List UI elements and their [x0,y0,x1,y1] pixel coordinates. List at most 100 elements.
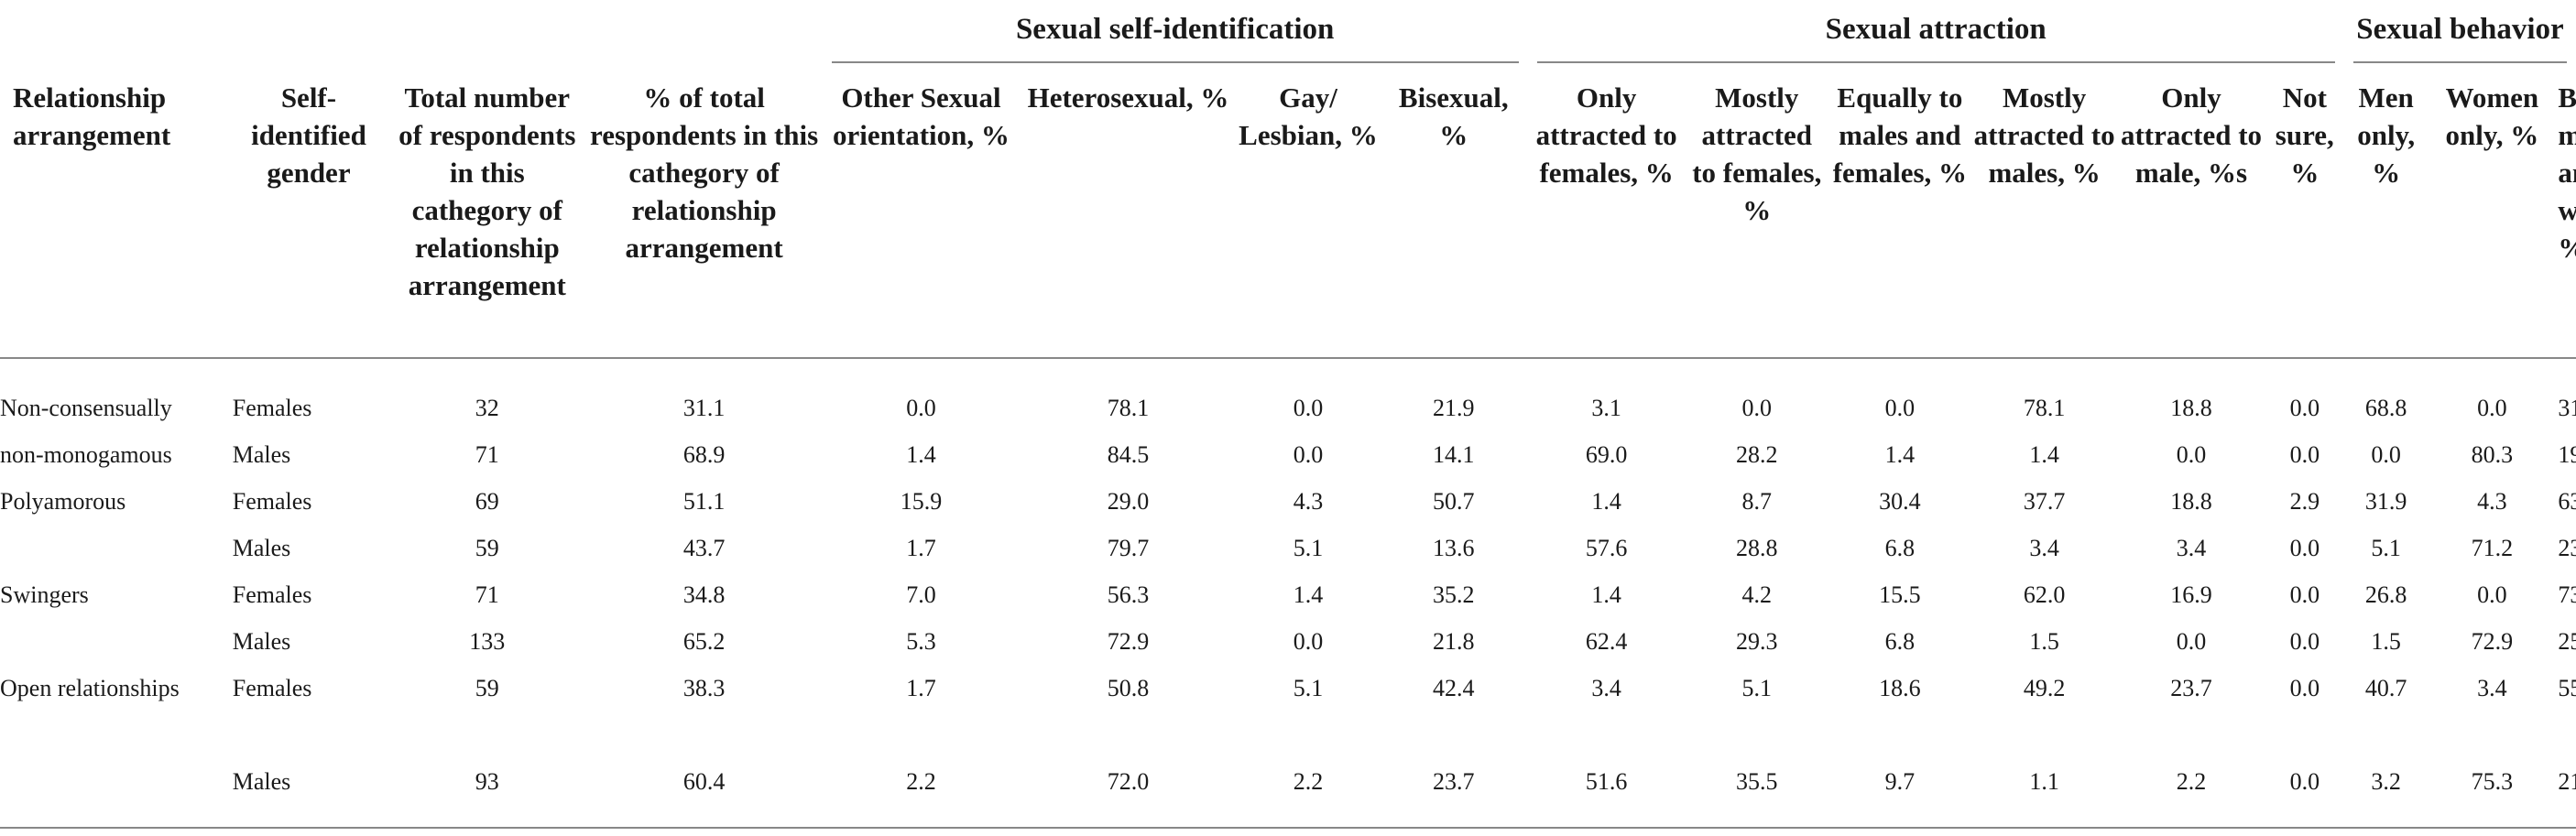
cell-value: 0.0 [1293,627,1324,655]
cell-value: 1.4 [906,440,936,468]
col-mostly-females: Mostly attracted to females, % [1685,73,1828,359]
cell-value: 8.7 [1741,487,1773,515]
cell-value: 71.2 [2471,534,2514,561]
cell-value: 7.0 [906,581,936,608]
cell-value: 25.6 [2558,627,2576,655]
cell-value: 21.8 [1433,627,1475,655]
cell-value: 1.1 [1970,758,2118,829]
cell-value: 93 [388,758,586,829]
cell-value: 0.0 [1741,394,1773,421]
cell-value: 55.9 [2558,675,2576,701]
cell-value: 3.4 [2176,534,2207,561]
cell-value: 60.4 [585,758,823,829]
cell-value: 1.4 [1591,581,1621,608]
cell-value: 63.8 [2558,487,2576,515]
col-other-orientation: Other Sexual orientation, % [822,73,1021,359]
cell-arrangement [0,525,229,571]
col-relationship-arrangement: Relationship arrangement [0,73,229,359]
cell-value: 78.1 [1107,394,1150,421]
cell-value: 21.5 [2556,758,2576,829]
cell-value: 84.5 [1107,440,1150,468]
cell-value: 0.0 [2289,675,2320,701]
col-men-only: Men only, % [2343,73,2429,359]
cell-arrangement [0,758,229,829]
cell-value: 69.0 [1585,440,1628,468]
cell-value: 30.4 [1879,487,1921,515]
cell-value: 79.7 [1107,534,1150,561]
col-mostly-males: Mostly attracted to males, % [1970,73,2118,359]
col-women-only: Women only, % [2428,73,2557,359]
table-row: Polyamorous Females 69 51.1 15.9 29.0 4.3 50.7 1… [0,478,2576,525]
cell-value: 31.1 [682,394,726,421]
cell-value: 15.5 [1879,581,1921,608]
cell-arrangement: Open relationships [0,675,180,701]
cell-value: 0.0 [2371,440,2401,468]
cell-value: 59 [475,534,499,561]
column-header-row: Relationship arrangement Self-identified… [0,73,2576,359]
cell-value: 0.0 [2477,581,2507,608]
cell-value: 0.0 [906,394,936,421]
cell-value: 50.8 [1107,675,1150,701]
cell-value: 72.9 [2471,627,2514,655]
cell-value: 49.2 [2023,675,2066,701]
cell-value: 68.8 [2364,394,2407,421]
cell-value: 5.1 [2371,534,2401,561]
cell-value: 6.8 [1884,534,1916,561]
cell-value: 15.9 [900,487,943,515]
cell-value: 68.9 [682,440,726,468]
cell-value: 29.0 [1107,487,1150,515]
cell-value: 13.6 [1433,534,1475,561]
cell-value: 0.0 [2289,534,2320,561]
cell-value: 23.7 [2170,675,2212,701]
cell-gender: Females [232,675,312,701]
cell-value: 2.2 [2117,758,2265,829]
cell-value: 59 [475,675,499,701]
group-behavior: Sexual behavior [2344,0,2576,73]
col-equally: Equally to males and females, % [1828,73,1971,359]
cell-value: 71 [475,440,499,468]
cell-value: 23.7 [2558,534,2576,561]
cell-value: 18.8 [2170,487,2212,515]
cell-value: 5.1 [1293,675,1324,701]
cell-arrangement: non-monogamous [0,440,172,468]
cell-value: 0.0 [2289,394,2320,421]
table-row: Swingers Females 71 34.8 7.0 56.3 1.4 35.2 1.4 4.… [0,571,2576,618]
cell-value: 5.1 [1741,675,1773,701]
table-body: Non-consensually Females 32 31.1 0.0 78.1 0.0 2… [0,358,2576,829]
cell-gender: Males [232,534,291,561]
col-gay-lesbian: Gay/ Lesbian, % [1236,73,1381,359]
table-row: Open relationships Females 59 38.3 1.7 50.8 5.… [0,665,2576,758]
cell-value: 0.0 [2176,627,2207,655]
cell-value: 0.0 [2289,581,2320,608]
cell-value: 75.3 [2428,758,2557,829]
cell-gender: Males [232,627,291,655]
cell-value: 18.8 [2170,394,2212,421]
group-self-identification: Sexual self-identification [823,0,1528,73]
cell-value: 18.6 [1879,675,1921,701]
cell-value: 62.4 [1585,627,1628,655]
cell-value: 1.7 [906,534,936,561]
col-total-respondents: Total number of respondents in this cath… [388,73,586,359]
cell-value: 16.9 [2170,581,2212,608]
col-not-sure: Not sure, % [2265,73,2344,359]
cell-value: 3.2 [2343,758,2429,829]
cell-value: 4.3 [2477,487,2507,515]
cell-arrangement: Non-consensually [0,394,172,421]
cell-value: 0.0 [2176,440,2207,468]
cell-arrangement [0,618,229,665]
cell-value: 6.8 [1884,627,1916,655]
cell-value: 29.3 [1736,627,1778,655]
group-header-row: Sexual self-identification Sexual attrac… [0,0,2576,73]
cell-value: 34.8 [682,581,726,608]
cell-value: 38.3 [682,675,726,701]
cell-value: 37.7 [2023,487,2066,515]
cell-value: 35.5 [1685,758,1828,829]
cell-value: 1.4 [1293,581,1324,608]
cell-value: 72.9 [1107,627,1150,655]
cell-value: 0.0 [2265,758,2344,829]
cell-value: 1.4 [2029,440,2059,468]
cell-value: 31.9 [2364,487,2407,515]
cell-value: 28.2 [1736,440,1778,468]
table-row: Non-consensually Females 32 31.1 0.0 78.1 0.0 2… [0,358,2576,431]
